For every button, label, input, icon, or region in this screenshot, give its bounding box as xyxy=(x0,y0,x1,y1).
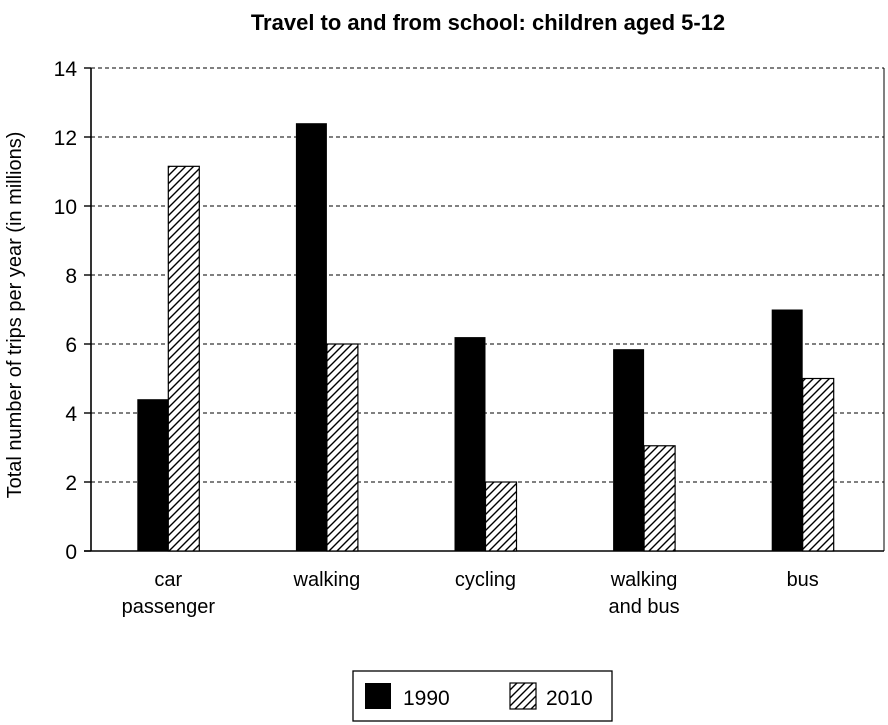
x-category-label: car passenger xyxy=(122,569,216,618)
y-tick-label: 12 xyxy=(54,127,77,150)
x-category-label: walking and bus xyxy=(609,569,680,618)
bar-1990 xyxy=(137,399,169,551)
legend-label-1990: 1990 xyxy=(403,687,450,710)
gridlines xyxy=(91,67,884,483)
bar-2010 xyxy=(484,481,518,552)
bar-2010 xyxy=(167,165,200,552)
x-category-label: cycling xyxy=(455,569,516,591)
x-category-labels: car passenger walking cycling walking and bus… xyxy=(122,569,819,618)
y-axis-label: Total number of trips per year (in milli… xyxy=(4,132,26,499)
x-category-label: bus xyxy=(787,569,819,591)
y-tick-label: 2 xyxy=(65,472,77,495)
y-tick-label: 6 xyxy=(65,334,77,357)
legend-label-2010: 2010 xyxy=(546,687,593,710)
bar-1990 xyxy=(454,337,486,551)
legend: 1990 2010 xyxy=(352,670,613,722)
bar-1990 xyxy=(295,123,327,551)
bar-2010 xyxy=(643,445,676,552)
bar-1990 xyxy=(771,309,803,551)
y-tick-label: 4 xyxy=(65,403,77,426)
x-category-label: walking xyxy=(293,569,361,591)
y-tick-label: 10 xyxy=(54,196,77,219)
bar-2010 xyxy=(326,343,359,552)
bars xyxy=(137,123,835,552)
legend-swatch-2010 xyxy=(509,682,537,710)
y-tick-label: 14 xyxy=(54,58,78,81)
y-tick-label: 0 xyxy=(65,541,77,564)
chart-title: Travel to and from school: children aged… xyxy=(251,10,725,35)
bar-1990 xyxy=(613,349,645,551)
legend-swatch-1990 xyxy=(365,683,391,709)
legend-box xyxy=(352,670,613,722)
bar-2010 xyxy=(802,377,835,552)
y-tick-labels: 0 2 4 6 8 10 12 14 xyxy=(54,58,78,564)
y-tick-label: 8 xyxy=(65,265,77,288)
